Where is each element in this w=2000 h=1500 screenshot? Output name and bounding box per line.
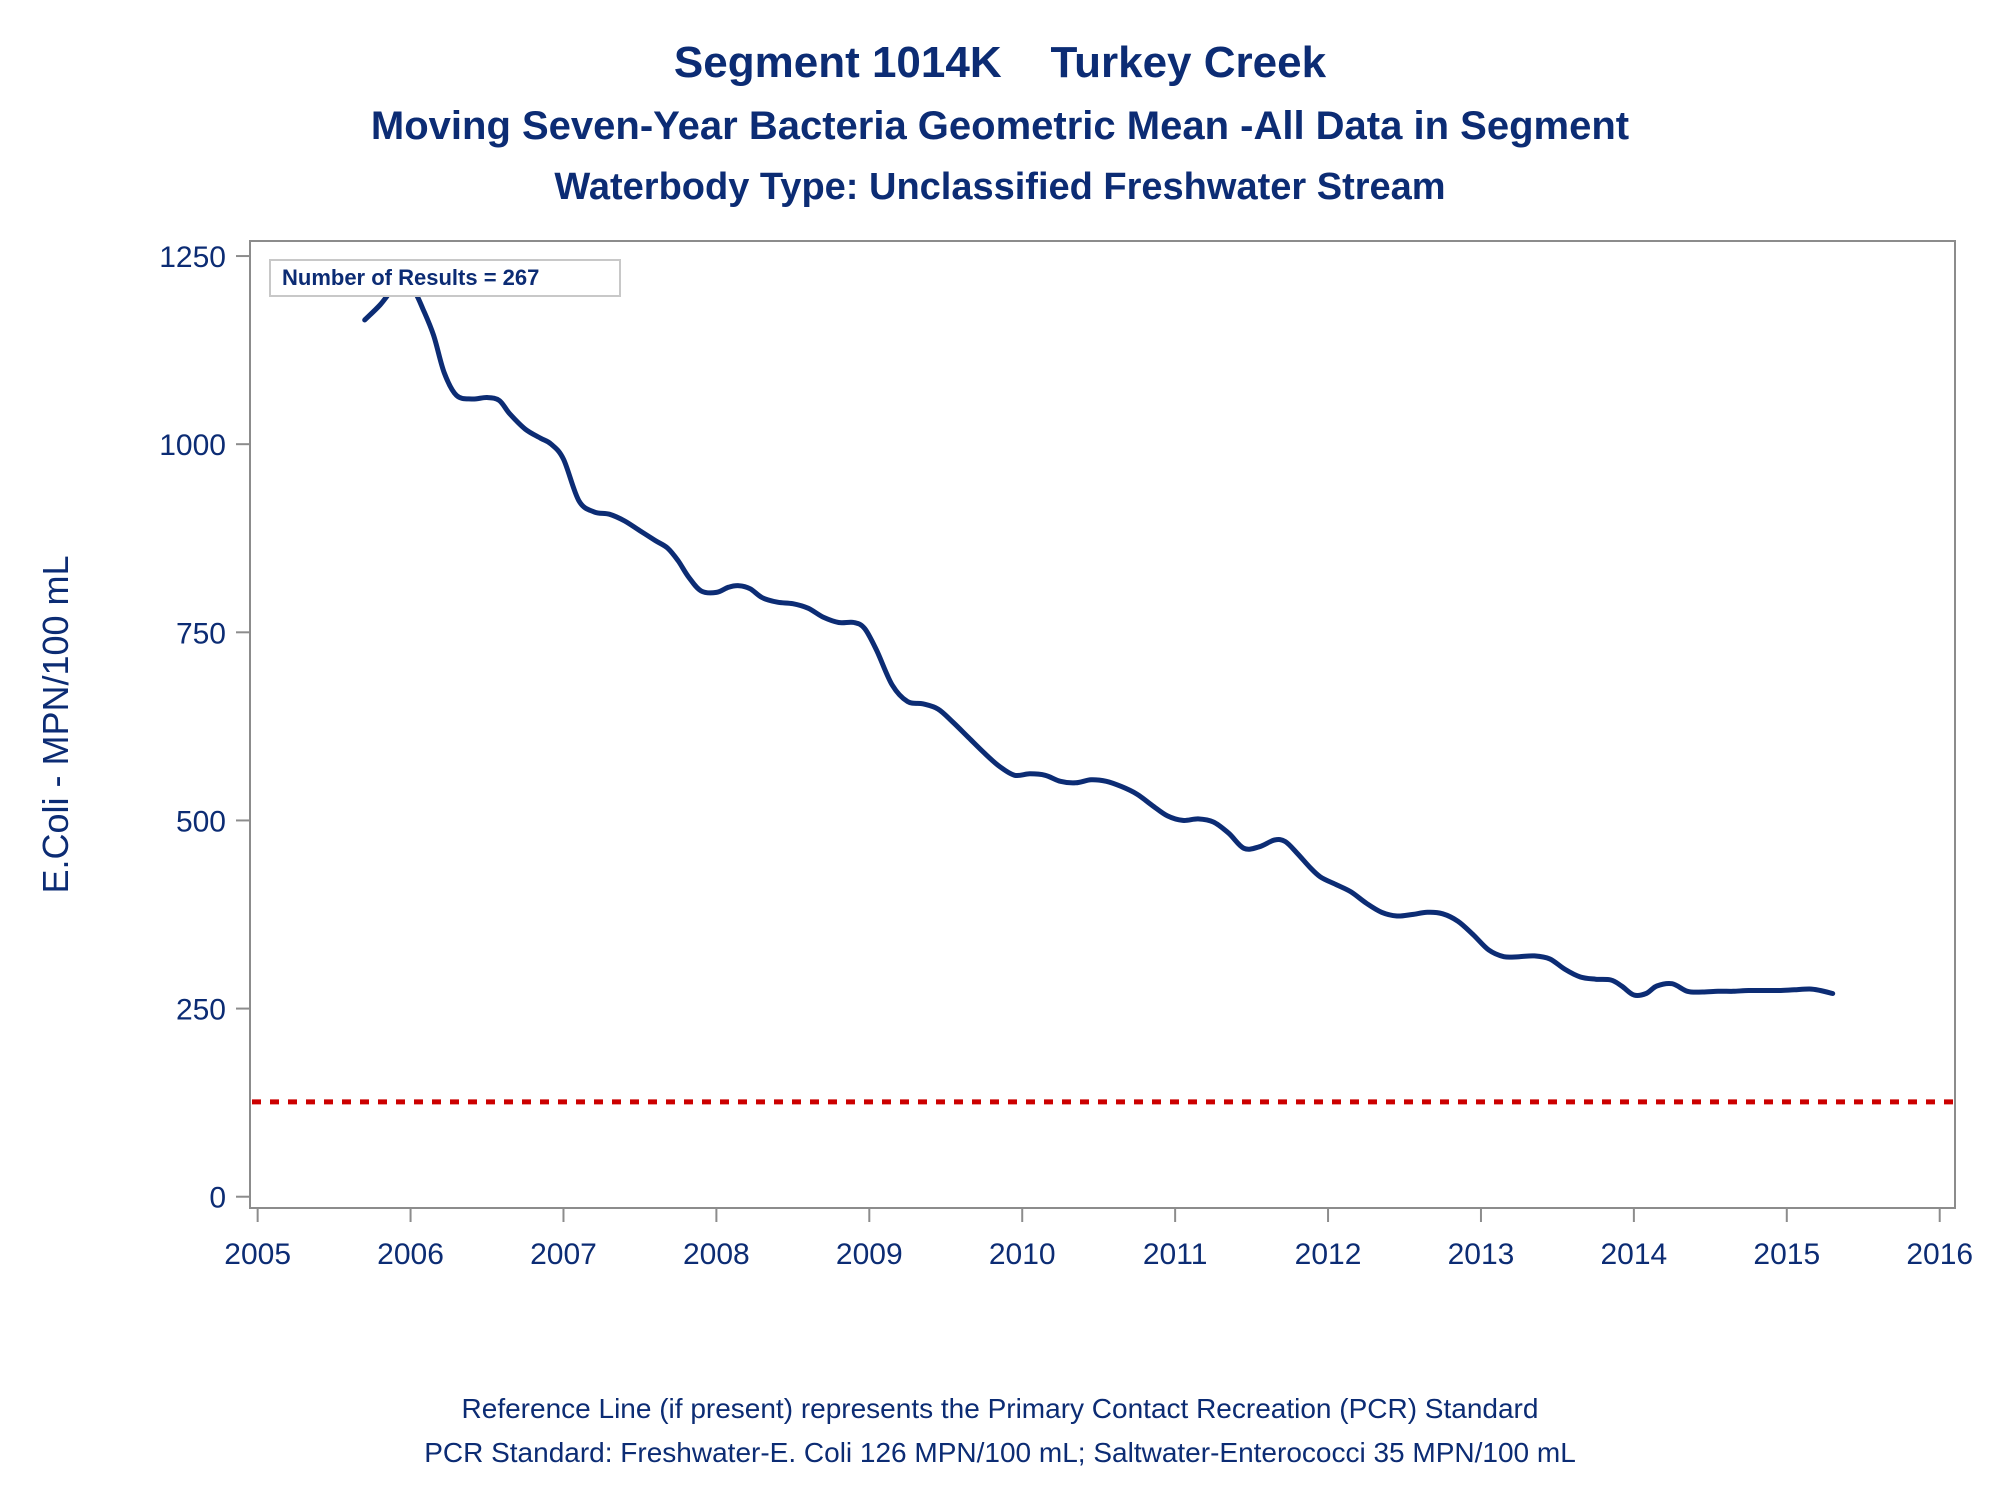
- x-tick-label-2006: 2006: [377, 1238, 444, 1271]
- footnote-pcr-standard: PCR Standard: Freshwater-E. Coli 126 MPN…: [424, 1437, 1576, 1468]
- x-tick-label-2009: 2009: [836, 1238, 903, 1271]
- y-axis-label: E.Coli - MPN/100 mL: [35, 555, 76, 893]
- x-tick-label-2008: 2008: [683, 1238, 750, 1271]
- chart-title: Segment 1014K Turkey Creek: [673, 38, 1327, 87]
- footnote-reference-line: Reference Line (if present) represents t…: [461, 1393, 1539, 1424]
- series-line-geometric-mean: [362, 279, 1836, 999]
- annotation-number-of-results: Number of Results = 267: [282, 265, 539, 290]
- chart-subtitle: Moving Seven-Year Bacteria Geometric Mea…: [370, 104, 1630, 148]
- x-tick-label-2010: 2010: [989, 1238, 1056, 1271]
- y-tick-label-1250: 1250: [159, 241, 226, 274]
- x-tick-label-2011: 2011: [1143, 1238, 1208, 1271]
- x-tick-label-2015: 2015: [1753, 1238, 1820, 1271]
- tick-labels: 2005 2006 2007 2008 2009 2010 2011 2012 2013 2014…: [159, 241, 1973, 1271]
- axes: [236, 240, 1956, 1222]
- chart-subtitle-2: Waterbody Type: Unclassified Freshwater …: [554, 166, 1446, 208]
- x-tick-label-2012: 2012: [1295, 1238, 1362, 1271]
- plot-frame: [249, 240, 1956, 1209]
- y-tick-label-750: 750: [176, 617, 226, 650]
- y-tick-label-1000: 1000: [159, 429, 226, 462]
- y-tick-label-0: 0: [209, 1182, 226, 1215]
- x-tick-label-2007: 2007: [530, 1238, 597, 1271]
- x-tick-label-2005: 2005: [224, 1238, 291, 1271]
- annotation-box: Number of Results = 267: [269, 259, 621, 297]
- y-tick-label-500: 500: [176, 805, 226, 838]
- y-tick-label-250: 250: [176, 994, 226, 1027]
- x-tick-label-2016: 2016: [1906, 1238, 1973, 1271]
- x-tick-label-2014: 2014: [1601, 1238, 1668, 1271]
- x-tick-label-2013: 2013: [1448, 1238, 1515, 1271]
